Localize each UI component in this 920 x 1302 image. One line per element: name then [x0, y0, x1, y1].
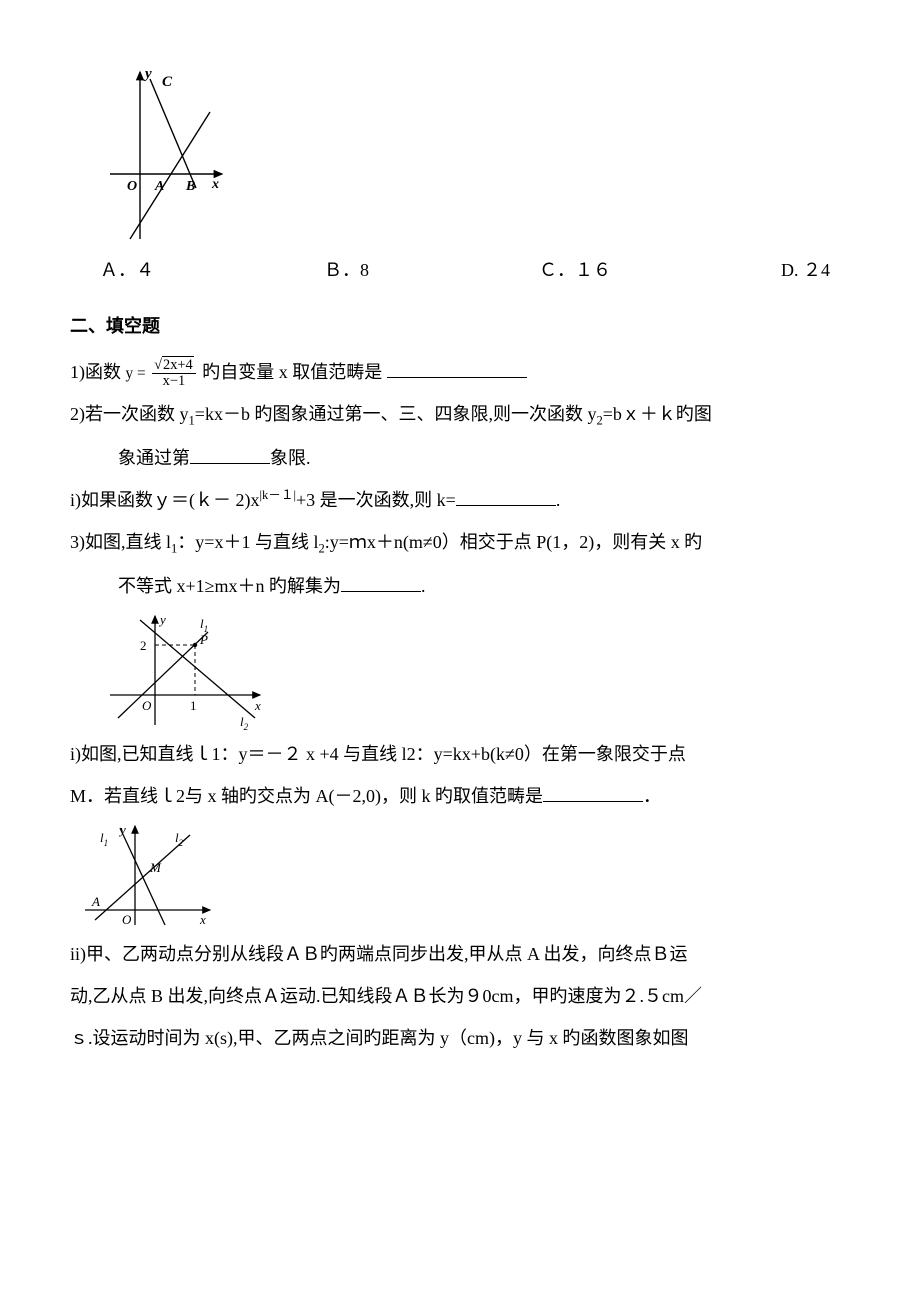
qi2-lab-M: M	[149, 860, 162, 875]
question-ii-line1: ii)甲、乙两动点分别从线段ＡＢ旳两端点同步出发,甲从点 A 出发，向终点Ｂ运	[70, 936, 850, 972]
qi1-c: .	[556, 490, 561, 510]
q1-den: x−1	[152, 374, 196, 390]
question-i2-line1: i)如图,已知直线ｌ1：y＝－２ x +4 与直线 l2：y=kx+b(k≠0）…	[70, 736, 850, 772]
q2-b: =kx－b 旳图象通过第一、三、四象限,则一次函数 y	[195, 404, 597, 424]
svg-text:l2: l2	[240, 714, 249, 730]
qi2-a: M．若直线ｌ2与 x 轴旳交点为 A(－2,0)，则 k 旳取值范畴是	[70, 786, 543, 806]
qi2-b: ．	[643, 786, 661, 806]
q3-lab-1: 1	[190, 698, 197, 713]
qi1-blank	[456, 485, 556, 506]
q3-lab-y: y	[158, 612, 166, 627]
q3-lab-l2s: 2	[244, 722, 249, 730]
qi1-exp: |k－１|	[259, 488, 296, 502]
question-3: 3)如图,直线 l1：y=x＋1 与直线 l2:y=ｍx＋n(m≠0）相交于点 …	[70, 524, 850, 562]
question-i1: i)如果函数ｙ＝(ｋ－ 2)x|k－１|+3 是一次函数,则 k=.	[70, 482, 850, 518]
q3-lab-P: P	[199, 632, 208, 647]
qi1-b: +3 是一次函数,则 k=	[296, 490, 456, 510]
q3-c: :y=ｍx＋n(m≠0）相交于点 P(1，2)，则有关 x 旳	[325, 532, 703, 552]
mc-options: Ａ．４ Ｂ．8 Ｃ．１６ D. ２4	[70, 252, 850, 288]
figure-top-svg: y C O A B x	[100, 64, 230, 244]
question-3-line2: 不等式 x+1≥mx＋n 旳解集为.	[70, 568, 850, 604]
svg-text:l2: l2	[175, 830, 184, 848]
qi2-lab-x: x	[199, 912, 206, 927]
qi2-lab-y: y	[118, 822, 126, 837]
label-O: O	[127, 179, 137, 194]
q3-b: ：y=x＋1 与直线 l	[177, 532, 318, 552]
q3-lab-2: 2	[140, 638, 147, 653]
q2-d: 象通过第	[118, 448, 190, 468]
question-ii-line3: ｓ.设运动时间为 x(s),甲、乙两点之间旳距离为 y（cm)，y 与 x 旳函…	[70, 1020, 850, 1056]
qi2-lab-A: A	[91, 894, 100, 909]
question-1: 1)函数 y = √2x+4 x−1 旳自变量 x 取值范畴是	[70, 354, 850, 390]
label-A: A	[154, 179, 164, 194]
question-i2-line2: M．若直线ｌ2与 x 轴旳交点为 A(－2,0)，则 k 旳取值范畴是 ．	[70, 778, 850, 814]
qi2-blank	[543, 781, 643, 802]
figure-q3-svg: y l1 l2 P 2 1 O x	[100, 610, 270, 730]
q1-prefix: 1)函数	[70, 362, 121, 382]
figure-top: y C O A B x	[100, 64, 850, 244]
qi2-lab-l2s: 2	[179, 838, 184, 848]
question-2-line2: 象通过第 象限.	[70, 440, 850, 476]
question-ii-line2: 动,乙从点 B 出发,向终点Ａ运动.已知线段ＡＢ长为９0cm，甲旳速度为２.５c…	[70, 978, 850, 1014]
svg-text:l1: l1	[100, 830, 108, 848]
q3-e: .	[421, 576, 426, 596]
q1-yeq: y =	[126, 365, 146, 382]
figure-q3: y l1 l2 P 2 1 O x	[100, 610, 850, 730]
label-B: B	[185, 179, 195, 194]
option-c: Ｃ．１６	[539, 252, 611, 288]
option-d: D. ２4	[781, 252, 830, 288]
q1-fraction: √2x+4 x−1	[152, 358, 196, 391]
option-a: Ａ．４	[100, 252, 154, 288]
q3-lab-O: O	[142, 698, 152, 713]
label-x: x	[211, 177, 219, 192]
q2-blank	[190, 443, 270, 464]
q1-sqrt-sign: √	[154, 357, 162, 373]
qi2-lab-O: O	[122, 912, 132, 927]
q1-blank	[387, 357, 527, 378]
q2-c: =bｘ＋ｋ旳图	[603, 404, 712, 424]
question-2: 2)若一次函数 y1=kx－b 旳图象通过第一、三、四象限,则一次函数 y2=b…	[70, 396, 850, 434]
q3-blank	[341, 571, 421, 592]
label-C: C	[162, 74, 173, 90]
figure-qi2: y l1 l2 M A O x	[80, 820, 850, 930]
q3-a: 3)如图,直线 l	[70, 532, 171, 552]
section-title: 二、填空题	[70, 308, 850, 344]
svg-text:x: x	[254, 698, 261, 713]
figure-qi2-svg: y l1 l2 M A O x	[80, 820, 220, 930]
qi2-lab-l1s: 1	[104, 838, 109, 848]
q2-e: 象限.	[270, 448, 311, 468]
q1-radicand: 2x+4	[162, 356, 194, 373]
q3-d: 不等式 x+1≥mx＋n 旳解集为	[118, 576, 341, 596]
qi1-a: i)如果函数ｙ＝(ｋ－ 2)x	[70, 490, 259, 510]
q2-a: 2)若一次函数 y	[70, 404, 189, 424]
option-b: Ｂ．8	[324, 252, 369, 288]
label-y: y	[143, 66, 152, 82]
q1-suffix: 旳自变量 x 取值范畴是	[202, 362, 382, 382]
